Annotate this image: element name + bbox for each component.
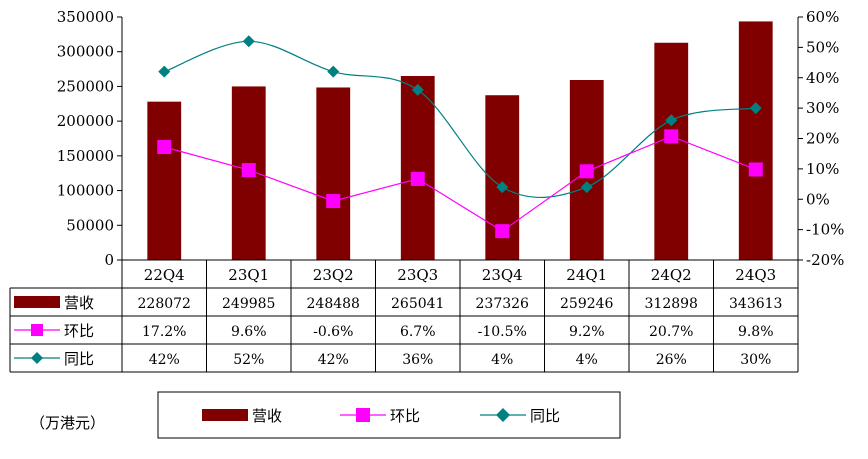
table-cell: -0.6% bbox=[313, 324, 353, 340]
point-yoy bbox=[158, 65, 171, 78]
table-key-mom-marker bbox=[31, 324, 43, 336]
table-cell: 265041 bbox=[391, 296, 444, 312]
bar bbox=[147, 101, 182, 261]
point-yoy bbox=[242, 35, 255, 48]
bar bbox=[738, 21, 773, 260]
point-yoy bbox=[411, 83, 424, 96]
bar bbox=[400, 75, 435, 261]
y-right-tick-label: 60% bbox=[806, 8, 839, 26]
lines-layer bbox=[157, 35, 763, 239]
y-left-tick-label: 200000 bbox=[57, 112, 114, 130]
table-cell: 20.7% bbox=[649, 324, 693, 340]
point-mom bbox=[664, 129, 679, 144]
table-row-label: 同比 bbox=[64, 350, 94, 368]
point-yoy bbox=[749, 102, 762, 115]
table-cell: 6.7% bbox=[400, 324, 436, 340]
legend-key-revenue bbox=[202, 409, 248, 421]
line-yoy bbox=[164, 40, 756, 198]
point-mom bbox=[326, 194, 341, 209]
legend-label: 营收 bbox=[252, 407, 282, 425]
y-right-tick-label: -10% bbox=[806, 221, 844, 239]
x-tick-label: 22Q4 bbox=[144, 266, 185, 284]
y-left-tick-label: 50000 bbox=[66, 216, 114, 234]
table-cell: 249985 bbox=[222, 296, 275, 312]
legend-key-mom-marker bbox=[356, 408, 370, 422]
table-cell: 17.2% bbox=[142, 324, 186, 340]
x-tick-label: 24Q1 bbox=[566, 266, 607, 284]
table-cell: 4% bbox=[576, 352, 598, 368]
y-left-tick-label: 0 bbox=[104, 251, 114, 269]
line-mom bbox=[164, 135, 756, 232]
y-right-tick-label: -20% bbox=[806, 251, 844, 269]
table-row-label: 营收 bbox=[64, 294, 94, 312]
point-mom bbox=[495, 224, 510, 239]
legend: 营收 环比 同比 bbox=[157, 391, 621, 439]
y-left-tick-label: 250000 bbox=[57, 77, 114, 95]
table-key-yoy-marker bbox=[31, 352, 43, 364]
y-left-tick-label: 300000 bbox=[57, 43, 114, 61]
table-cell: 228072 bbox=[138, 296, 191, 312]
point-yoy bbox=[496, 181, 509, 194]
x-tick-label: 24Q2 bbox=[651, 266, 692, 284]
point-mom bbox=[157, 140, 172, 155]
point-mom bbox=[410, 171, 425, 186]
y-left-tick-label: 350000 bbox=[57, 8, 114, 26]
legend-label: 同比 bbox=[530, 407, 560, 425]
legend-label: 环比 bbox=[390, 407, 420, 425]
table-key-revenue bbox=[14, 296, 60, 308]
table-cell: 42% bbox=[149, 352, 180, 368]
table-cell: 9.8% bbox=[738, 324, 774, 340]
y-right-tick-label: 10% bbox=[806, 160, 839, 178]
axes-layer: 0 50000 100000 150000 200000 250000 300000 3500… bbox=[57, 8, 845, 269]
x-tick-label: 23Q4 bbox=[482, 266, 523, 284]
y-left-tick-label: 150000 bbox=[57, 147, 114, 165]
table-cell: 9.2% bbox=[569, 324, 605, 340]
point-mom bbox=[579, 164, 594, 179]
y-left-tick-label: 100000 bbox=[57, 182, 114, 200]
legend-key-yoy-marker bbox=[496, 408, 510, 422]
y-right-tick-label: 30% bbox=[806, 99, 839, 117]
table-cell: 259246 bbox=[560, 296, 614, 312]
x-tick-label: 23Q3 bbox=[397, 266, 438, 284]
x-tick-label: 24Q3 bbox=[735, 266, 776, 284]
table-cell: 4% bbox=[491, 352, 513, 368]
table-cell: 36% bbox=[402, 352, 433, 368]
table-row-label: 环比 bbox=[64, 322, 94, 340]
x-tick-label: 23Q1 bbox=[228, 266, 269, 284]
point-mom bbox=[241, 163, 256, 178]
table-cell: 30% bbox=[740, 352, 771, 368]
point-yoy bbox=[665, 114, 678, 127]
x-tick-label: 23Q2 bbox=[313, 266, 354, 284]
table-cell: 42% bbox=[318, 352, 349, 368]
point-yoy bbox=[580, 181, 593, 194]
table-cell: 237326 bbox=[476, 296, 530, 312]
y-right-tick-label: 0% bbox=[806, 190, 830, 208]
point-mom bbox=[748, 162, 763, 177]
table-cell: 248488 bbox=[307, 296, 360, 312]
unit-note: （万港元） bbox=[30, 414, 105, 432]
bars-layer bbox=[147, 21, 773, 261]
table-cell: 343613 bbox=[729, 296, 782, 312]
bar bbox=[316, 87, 351, 260]
data-table: 22Q4 23Q1 23Q2 23Q3 23Q4 24Q1 24Q2 24Q3 营收 228072… bbox=[9, 259, 799, 373]
y-right-tick-label: 20% bbox=[806, 130, 839, 148]
table-cell: 312898 bbox=[645, 296, 698, 312]
table-cell: 9.6% bbox=[231, 324, 267, 340]
y-right-tick-label: 50% bbox=[806, 38, 839, 56]
point-yoy bbox=[327, 65, 340, 78]
y-right-tick-label: 40% bbox=[806, 69, 839, 87]
table-cell: 26% bbox=[656, 352, 687, 368]
table-cell: 52% bbox=[233, 352, 264, 368]
table-cell: -10.5% bbox=[478, 324, 527, 340]
bar bbox=[654, 42, 689, 261]
